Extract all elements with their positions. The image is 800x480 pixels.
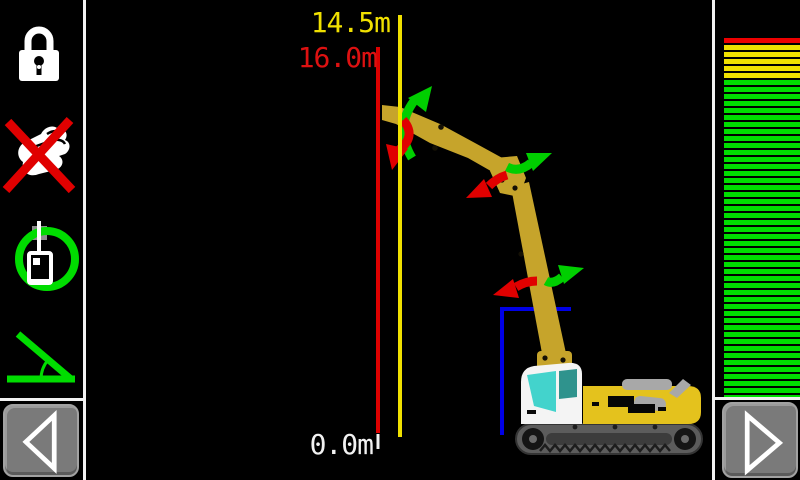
previous-page-button[interactable]: [3, 404, 79, 477]
left-toolbar: [0, 0, 83, 480]
excavator: [382, 105, 703, 455]
lower-boom-green-arrow: [543, 265, 584, 287]
yellow-limit-line: [398, 15, 402, 437]
ground-level-label: 0.0m: [309, 428, 374, 461]
left-divider: [83, 0, 86, 480]
excavator-tracks: [515, 423, 703, 455]
knuckle-green-arrow: [504, 153, 552, 174]
red-cross: [2, 116, 76, 194]
left-triangle-icon: [22, 410, 57, 474]
right-triangle-icon: [744, 410, 784, 476]
next-page-button[interactable]: [722, 402, 798, 478]
excavator-body: [583, 379, 701, 424]
excavator-upper-arm: [382, 105, 510, 182]
lower-boom-red-arrow: [493, 276, 538, 298]
ground-tick-mark: [376, 434, 380, 449]
cab-side-window: [559, 369, 577, 399]
red-limit-line: [376, 47, 380, 433]
no-manual-operation-icon: [2, 116, 76, 194]
remote-control-icon: [15, 221, 79, 291]
knuckle-red-arrow: [466, 170, 509, 198]
boom-tip-down-arrow: [386, 117, 414, 170]
cab-windshield: [527, 371, 556, 412]
right-panel-divider: [712, 397, 800, 400]
right-divider: [712, 0, 715, 480]
angle-indicator-icon: [7, 331, 75, 383]
gauge-red-zone: [724, 38, 800, 43]
max-height-red-label: 16.0m: [297, 41, 378, 74]
excavator-cab: [521, 362, 582, 424]
max-height-yellow-label: 14.5m: [310, 6, 391, 39]
lock-icon: [19, 26, 59, 81]
left-toolbar-divider: [0, 398, 83, 401]
gauge-empty-zone: [724, 0, 800, 38]
gauge-yellow-zone: [724, 45, 800, 78]
exhaust-pipe: [669, 379, 691, 398]
gauge-green-zone: [724, 80, 800, 397]
capacity-gauge: [724, 0, 800, 397]
